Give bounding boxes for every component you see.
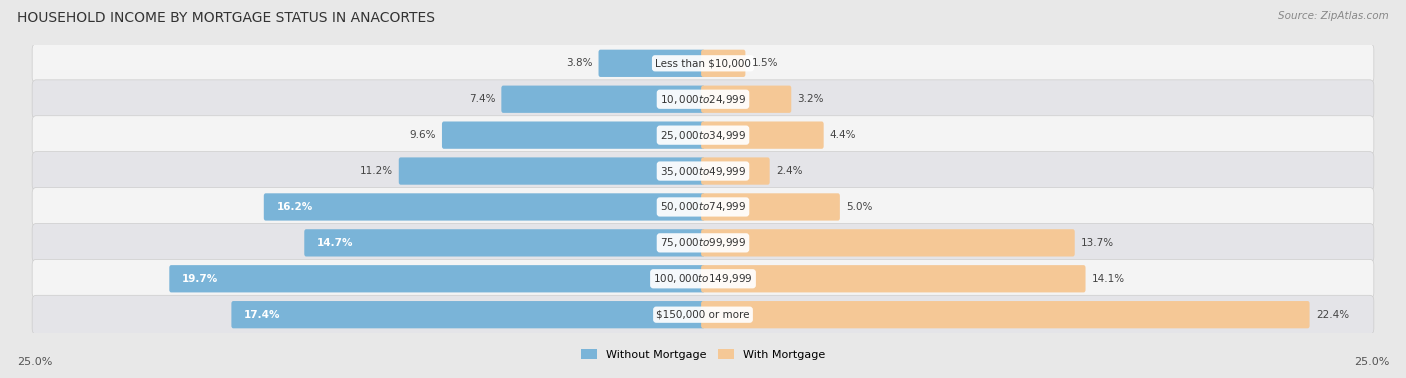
FancyBboxPatch shape	[702, 121, 824, 149]
Text: $25,000 to $34,999: $25,000 to $34,999	[659, 129, 747, 142]
Text: 22.4%: 22.4%	[1316, 310, 1348, 320]
FancyBboxPatch shape	[169, 265, 704, 293]
FancyBboxPatch shape	[264, 193, 704, 221]
Text: 7.4%: 7.4%	[468, 94, 495, 104]
Text: 1.5%: 1.5%	[752, 58, 778, 68]
FancyBboxPatch shape	[304, 229, 704, 257]
FancyBboxPatch shape	[599, 50, 704, 77]
FancyBboxPatch shape	[32, 295, 1374, 334]
Text: 14.7%: 14.7%	[316, 238, 353, 248]
FancyBboxPatch shape	[702, 50, 745, 77]
FancyBboxPatch shape	[502, 85, 704, 113]
Legend: Without Mortgage, With Mortgage: Without Mortgage, With Mortgage	[576, 345, 830, 364]
FancyBboxPatch shape	[32, 259, 1374, 298]
Text: 19.7%: 19.7%	[181, 274, 218, 284]
FancyBboxPatch shape	[32, 116, 1374, 155]
Text: HOUSEHOLD INCOME BY MORTGAGE STATUS IN ANACORTES: HOUSEHOLD INCOME BY MORTGAGE STATUS IN A…	[17, 11, 434, 25]
Text: 13.7%: 13.7%	[1081, 238, 1114, 248]
FancyBboxPatch shape	[32, 187, 1374, 226]
FancyBboxPatch shape	[702, 229, 1074, 257]
Text: 25.0%: 25.0%	[17, 357, 52, 367]
FancyBboxPatch shape	[441, 121, 704, 149]
Text: $10,000 to $24,999: $10,000 to $24,999	[659, 93, 747, 106]
FancyBboxPatch shape	[232, 301, 704, 328]
FancyBboxPatch shape	[702, 157, 769, 185]
Text: Source: ZipAtlas.com: Source: ZipAtlas.com	[1278, 11, 1389, 21]
Text: $35,000 to $49,999: $35,000 to $49,999	[659, 164, 747, 178]
Text: $50,000 to $74,999: $50,000 to $74,999	[659, 200, 747, 214]
Text: 14.1%: 14.1%	[1091, 274, 1125, 284]
Text: $150,000 or more: $150,000 or more	[657, 310, 749, 320]
Text: 3.2%: 3.2%	[797, 94, 824, 104]
FancyBboxPatch shape	[702, 193, 839, 221]
Text: $75,000 to $99,999: $75,000 to $99,999	[659, 236, 747, 249]
Text: 17.4%: 17.4%	[245, 310, 281, 320]
Text: 11.2%: 11.2%	[360, 166, 392, 176]
FancyBboxPatch shape	[399, 157, 704, 185]
FancyBboxPatch shape	[32, 223, 1374, 262]
FancyBboxPatch shape	[32, 152, 1374, 191]
Text: 2.4%: 2.4%	[776, 166, 803, 176]
FancyBboxPatch shape	[32, 44, 1374, 83]
Text: Less than $10,000: Less than $10,000	[655, 58, 751, 68]
Text: 25.0%: 25.0%	[1354, 357, 1389, 367]
FancyBboxPatch shape	[32, 80, 1374, 119]
Text: 3.8%: 3.8%	[565, 58, 592, 68]
Text: 5.0%: 5.0%	[846, 202, 873, 212]
FancyBboxPatch shape	[702, 85, 792, 113]
Text: 16.2%: 16.2%	[277, 202, 312, 212]
Text: 9.6%: 9.6%	[409, 130, 436, 140]
FancyBboxPatch shape	[702, 301, 1309, 328]
FancyBboxPatch shape	[702, 265, 1085, 293]
Text: 4.4%: 4.4%	[830, 130, 856, 140]
Text: $100,000 to $149,999: $100,000 to $149,999	[654, 272, 752, 285]
